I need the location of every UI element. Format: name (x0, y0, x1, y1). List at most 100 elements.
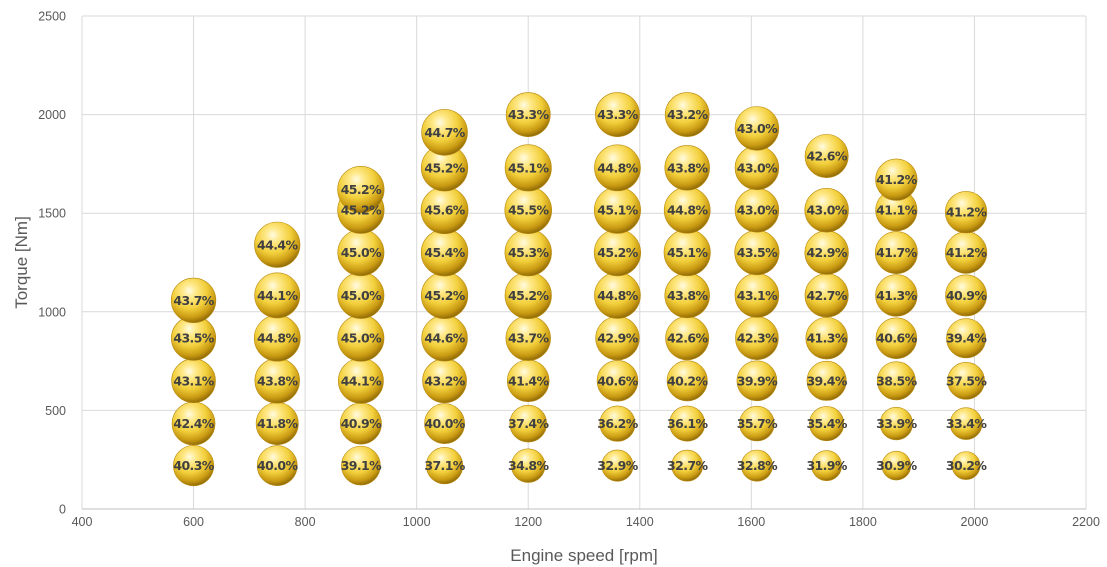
bubble-data-label: 44.8% (597, 288, 638, 303)
bubble-data-label: 41.3% (806, 331, 847, 346)
y-tick-label: 1000 (38, 305, 66, 319)
bubble-data-label: 45.2% (424, 288, 465, 303)
bubble-data-label: 36.2% (597, 416, 638, 431)
bubble-data-label: 44.8% (597, 160, 638, 175)
bubble-data-label: 37.1% (424, 458, 465, 473)
bubble-point (811, 450, 842, 481)
bubble-data-label: 41.4% (508, 373, 549, 388)
bubble-data-label: 45.2% (341, 182, 382, 197)
bubble-data-label: 43.3% (597, 107, 638, 122)
bubble-point (739, 405, 775, 442)
bubble-data-label: 44.1% (341, 373, 382, 388)
bubble-point (505, 92, 551, 137)
bubble-point (875, 317, 918, 359)
bubble-data-label: 39.1% (341, 458, 382, 473)
x-tick-label: 1600 (737, 515, 765, 529)
bubble-data-label: 44.8% (257, 331, 298, 346)
bubble-point (736, 360, 778, 402)
y-tick-label: 2500 (38, 10, 66, 24)
bubble-data-label: 44.8% (667, 203, 708, 218)
bubble-data-label: 40.2% (667, 373, 708, 388)
gridlines (81, 15, 1087, 510)
x-tick-label: 1000 (403, 515, 431, 529)
bubble-point (666, 360, 708, 402)
bubble-point (341, 445, 381, 486)
bubble-data-label: 42.3% (737, 331, 778, 346)
bubble-data-label: 36.1% (667, 416, 708, 431)
bubble-point (951, 451, 981, 480)
bubble-data-label: 39.4% (806, 373, 847, 388)
bubble-data-label: 41.7% (876, 245, 917, 260)
bubble-data-label: 43.8% (667, 160, 708, 175)
bubble-data-label: 42.9% (597, 331, 638, 346)
bubble-point (874, 231, 918, 275)
bubble-data-label: 37.5% (946, 373, 987, 388)
bubble-data-label: 41.1% (876, 203, 917, 218)
bubble-data-label: 43.2% (424, 373, 465, 388)
bubble-data-label: 43.5% (173, 331, 214, 346)
x-tick-label: 1400 (626, 515, 654, 529)
bubble-data-label: 35.4% (806, 416, 847, 431)
bubble-data-label: 32.9% (597, 458, 638, 473)
bubble-point (511, 448, 546, 483)
bubble-data-label: 43.1% (173, 373, 214, 388)
bubble-point (504, 144, 552, 192)
bubble-data-label: 43.2% (667, 107, 708, 122)
bubble-point (804, 134, 849, 178)
bubble-point (945, 274, 987, 317)
bubble-data-label: 43.5% (737, 245, 778, 260)
bubble-data-label: 31.9% (806, 458, 847, 473)
bubble-data-label: 32.7% (667, 458, 708, 473)
bubble-point (669, 405, 706, 442)
x-tick-label: 2000 (961, 515, 989, 529)
bubble-point (734, 106, 780, 151)
bubble-data-label: 43.8% (257, 373, 298, 388)
bubble-point (337, 165, 385, 214)
bubble-data-label: 34.8% (508, 458, 549, 473)
bubble-data-label: 45.2% (424, 160, 465, 175)
bubble-data-label: 43.1% (737, 288, 778, 303)
y-tick-label: 1500 (38, 207, 66, 221)
bubble-data-label: 43.0% (737, 160, 778, 175)
bubble-data-label: 45.3% (508, 245, 549, 260)
bubble-data-label: 37.4% (508, 416, 549, 431)
bubble-data-label: 41.2% (946, 205, 987, 220)
x-tick-label: 800 (295, 515, 316, 529)
x-axis-title: Engine speed [rpm] (510, 546, 657, 565)
y-axis-title: Torque [Nm] (12, 216, 31, 309)
bubble-data-label: 45.4% (424, 245, 465, 260)
bubble-data-label: 40.3% (173, 458, 214, 473)
bubble-point (879, 407, 913, 441)
bubble-data-label: 38.5% (876, 373, 917, 388)
bubble-point (421, 109, 468, 156)
bubble-data-label: 33.4% (946, 416, 987, 431)
y-tick-label: 2000 (38, 108, 66, 122)
bubble-point (944, 191, 988, 234)
bubble-data-label: 44.4% (257, 237, 298, 252)
bubble-data-label: 42.6% (806, 149, 847, 164)
bubble-point (741, 449, 773, 482)
bubble-point (664, 92, 710, 137)
bubble-data-label: 40.0% (424, 416, 465, 431)
bubble-data-label: 42.4% (173, 416, 214, 431)
bubble-point (671, 449, 704, 482)
bubble-point (594, 144, 641, 192)
bubble-data-label: 43.0% (737, 203, 778, 218)
bubble-data-label: 45.1% (667, 245, 708, 260)
bubble-data-label: 45.2% (508, 288, 549, 303)
bubble-data-label: 42.6% (667, 331, 708, 346)
bubble-data-label: 44.6% (424, 331, 465, 346)
bubble-data-label: 30.9% (876, 458, 917, 473)
bubble-data-label: 32.8% (737, 458, 778, 473)
bubble-data-label: 41.2% (946, 245, 987, 260)
bubble-point (875, 274, 918, 317)
bubble-data-label: 43.7% (508, 331, 549, 346)
bubble-data-label: 43.3% (508, 107, 549, 122)
bubble-data-label: 42.9% (806, 245, 847, 260)
bubble-data-label: 43.8% (667, 288, 708, 303)
bubble-data-label: 45.1% (597, 203, 638, 218)
bubble-data-label: 45.2% (341, 203, 382, 218)
bubble-point (809, 406, 845, 442)
x-tick-label: 1200 (514, 515, 542, 529)
